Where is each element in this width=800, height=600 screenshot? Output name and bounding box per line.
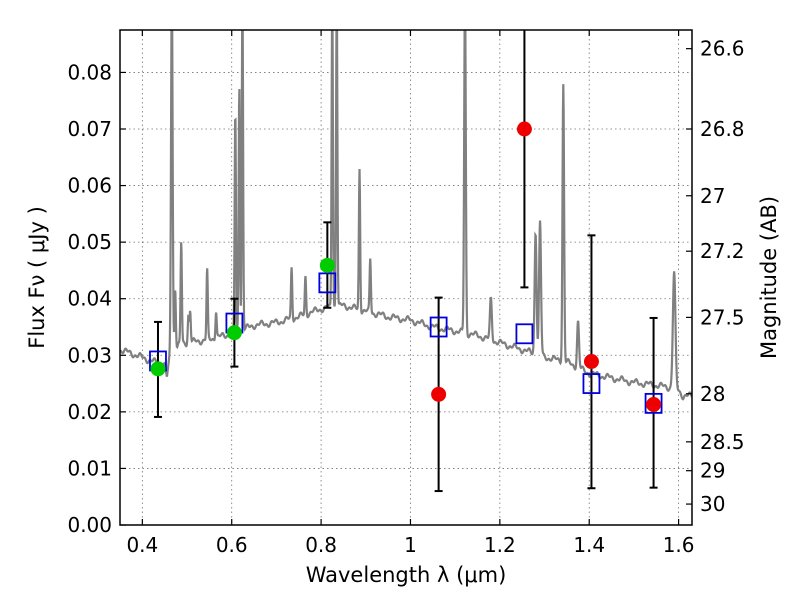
- y-tick-label: 0.06: [67, 174, 112, 198]
- spectrum-line: [120, 30, 692, 401]
- y-tick-label: 0.03: [67, 343, 112, 367]
- model-square: [644, 392, 663, 414]
- model-square: [582, 373, 601, 394]
- plot-frame: [119, 29, 693, 526]
- y-tick-label: 0.07: [67, 117, 112, 141]
- x-tick-label: 1: [404, 533, 417, 557]
- x-tick-label: 1.6: [663, 533, 695, 557]
- x-tick-label: 0.8: [305, 533, 337, 557]
- nondetection-point: [583, 354, 599, 370]
- nondetection-point: [516, 121, 532, 137]
- data-points: [149, 121, 663, 414]
- model-square: [429, 316, 448, 338]
- detection-point: [150, 361, 166, 377]
- y-tick-label: 0.00: [67, 513, 112, 537]
- mag-tick-label: 30: [700, 492, 725, 516]
- y-tick-label: 0.01: [67, 456, 112, 480]
- y-tick-label: 0.08: [67, 60, 112, 84]
- x-tick-label: 0.6: [216, 533, 248, 557]
- mag-tick-label: 29: [700, 459, 725, 483]
- nondetection-point: [431, 386, 447, 402]
- spectrum: [120, 30, 692, 401]
- y-tick-label: 0.05: [67, 230, 112, 254]
- model-square: [515, 323, 534, 345]
- y-axis-label: Flux Fν ( μJy ): [25, 206, 49, 349]
- mag-tick-label: 27.5: [700, 305, 745, 329]
- mag-tick-label: 26.8: [700, 117, 745, 141]
- x-tick-label: 0.4: [126, 533, 158, 557]
- y-tick-label: 0.02: [67, 400, 112, 424]
- model-square: [318, 272, 337, 294]
- detection-point: [319, 257, 335, 273]
- mag-tick-label: 27: [700, 184, 725, 208]
- mag-tick-label: 26.6: [700, 37, 745, 61]
- nondetection-point: [646, 397, 662, 413]
- y-tick-label: 0.04: [67, 287, 112, 311]
- x-tick-label: 1.2: [484, 533, 516, 557]
- grid: [120, 30, 692, 526]
- mag-tick-label: 28.5: [700, 430, 745, 454]
- mag-tick-label: 28: [700, 382, 725, 406]
- x-tick-label: 1.4: [573, 533, 605, 557]
- mag-tick-label: 27.2: [700, 239, 745, 263]
- error-bars: [153, 30, 658, 493]
- x-axis-label: Wavelength λ (μm): [306, 563, 507, 587]
- magnitude-axis-label: Magnitude (AB): [757, 196, 781, 359]
- ticks: 0.4 0.6 0.8 1 1.2 1.4 1.6 0.00 0.01 0.02 0.03 0.04 0…: [67, 30, 745, 557]
- detection-point: [226, 325, 242, 341]
